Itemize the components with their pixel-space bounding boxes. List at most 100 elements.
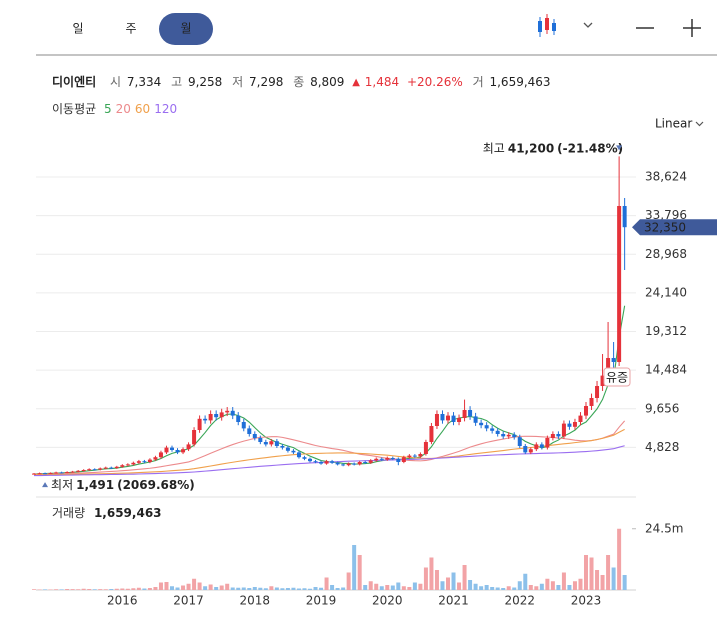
candle-body (440, 414, 445, 421)
min-value: 1,491 (76, 478, 114, 492)
volume-bar (296, 588, 301, 590)
volume-bar (192, 578, 197, 590)
volume-bar (501, 588, 506, 590)
volume-bar (76, 589, 81, 590)
volume-tick-label: 24.5m (645, 521, 683, 535)
candle-body (512, 434, 517, 438)
candle-body (335, 462, 340, 465)
volume-bar (495, 587, 500, 590)
candle-body (269, 441, 274, 445)
volume-title: 거래량 (52, 506, 85, 520)
volume-bar (103, 589, 108, 590)
volume-bar (589, 557, 594, 590)
volume-bar (440, 581, 445, 590)
candle-body (479, 422, 484, 426)
chart-type-icon[interactable] (538, 14, 556, 37)
volume-bar (197, 582, 202, 590)
volume-bar (225, 583, 230, 590)
x-tick-label: 2018 (240, 594, 271, 608)
volume-bar (252, 587, 257, 590)
change-sign: ▲ (352, 77, 360, 88)
period-tab[interactable]: 월 (180, 22, 191, 36)
volume-bar (247, 588, 252, 590)
volume-value: 1,659,463 (489, 75, 550, 89)
open-value: 7,334 (127, 75, 161, 89)
candle-body (368, 460, 373, 463)
candle-body (175, 450, 180, 453)
volume-bar (70, 589, 75, 590)
ma-line (33, 420, 626, 475)
candle-body (153, 457, 158, 460)
volume-bar (600, 575, 605, 590)
volume-bar (346, 572, 351, 590)
volume-bar (263, 588, 268, 590)
candle-body (296, 452, 301, 458)
volume-bar (368, 581, 373, 590)
candle-body (186, 444, 191, 450)
volume-bar (142, 588, 147, 590)
candle-body (517, 437, 522, 446)
ma-legend-item: 20 (116, 102, 131, 116)
zoom-in-button[interactable] (683, 19, 701, 37)
candle-body (578, 415, 583, 422)
candle-body (550, 434, 555, 438)
candle-body (534, 444, 539, 450)
volume-bar (396, 582, 401, 590)
candle-body (622, 206, 627, 228)
candle-body (192, 430, 197, 445)
chart-type-chevron[interactable] (583, 22, 593, 28)
scale-mode[interactable]: Linear (655, 117, 692, 131)
volume-bar (479, 586, 484, 590)
candle-body (324, 461, 329, 464)
candle-body (495, 430, 500, 434)
volume-bar (125, 588, 130, 590)
volume-bar (451, 572, 456, 590)
y-tick-label: 33,796 (645, 208, 687, 222)
volume-bar (181, 585, 186, 590)
volume-bar (291, 587, 296, 590)
x-tick-label: 2019 (306, 594, 337, 608)
candle-body (523, 446, 528, 453)
candle-body (434, 414, 439, 426)
icon-body (552, 23, 556, 31)
volume-bar (611, 567, 616, 590)
volume-bar (572, 581, 577, 590)
volume-bar (186, 583, 191, 590)
candle-body (241, 422, 246, 429)
candle-body (468, 410, 473, 417)
volume-bar (490, 587, 495, 590)
period-tab[interactable]: 일 (72, 22, 83, 36)
volume-bar (87, 589, 92, 590)
y-tick-label: 28,968 (645, 247, 687, 261)
period-tab[interactable]: 주 (125, 22, 136, 36)
volume-bar (37, 589, 42, 590)
y-tick-label: 9,656 (645, 401, 679, 415)
candle-body (302, 457, 307, 459)
volume-bar (423, 567, 428, 590)
volume-bar (335, 588, 340, 590)
high-value: 9,258 (188, 75, 222, 89)
close-value: 8,809 (310, 75, 344, 89)
volume-bar (374, 583, 379, 590)
event-marker-bg (603, 367, 631, 387)
candle-body (606, 358, 611, 376)
volume-bar (230, 587, 235, 590)
volume-bar (175, 587, 180, 590)
volume-bar (434, 570, 439, 590)
max-value: 41,200 (508, 141, 554, 155)
volume-bar (523, 573, 528, 590)
candle-body (252, 434, 257, 438)
volume-bar (462, 565, 467, 590)
scale-mode-chevron[interactable] (695, 121, 704, 127)
volume-bar (269, 586, 274, 590)
candle-body (37, 473, 42, 475)
volume-bar (418, 583, 423, 590)
candle-body (313, 461, 318, 463)
high-label: 고 (171, 75, 182, 89)
candle-body (43, 473, 48, 475)
plot: 4,828 9,656 14,484 19,312 24,140 28,968 33,796… (32, 141, 717, 608)
x-tick-label: 2020 (372, 594, 403, 608)
candle-body (103, 467, 108, 469)
candle-body (589, 398, 594, 406)
volume-bar (109, 589, 114, 590)
